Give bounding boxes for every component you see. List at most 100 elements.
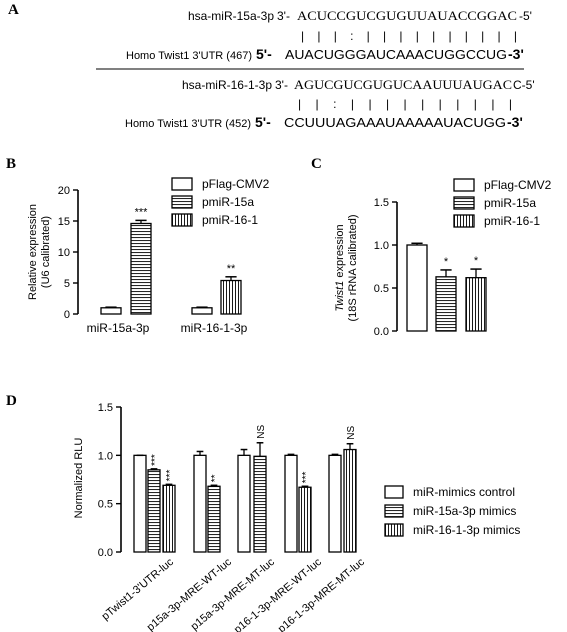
panel-d-bar xyxy=(298,486,312,553)
panel-c-y-tick-label: 1.0 xyxy=(374,240,389,252)
panel-b-y-tick-label: 20 xyxy=(58,185,70,197)
panel-d-legend-label: miR-mimics control xyxy=(413,485,515,499)
panel-b-ylabel-line1: Relative expression xyxy=(27,204,39,300)
panel-b-bar xyxy=(100,307,122,315)
panel-b-ylabel: Relative expression (U6 calibrated) xyxy=(27,204,52,300)
pair1-match-line: | | | : | | | | | | | | | | xyxy=(301,29,517,43)
panel-d-significance: *** xyxy=(150,454,161,466)
panel-a: A hsa-miR-15a-3p 3'- ACUCCGUCGUGUUAUACCG… xyxy=(8,2,535,130)
panel-d-bar xyxy=(328,454,342,553)
panel-d-x-label: p15a-3p-MRE-MT-luc xyxy=(189,556,278,632)
panel-d-significance: *** xyxy=(165,470,176,482)
panel-d-bar xyxy=(343,448,357,553)
panel-d-ylabel: Normalized RLU xyxy=(73,438,85,519)
panel-d-legend-swatch xyxy=(384,504,404,518)
panel-c-significance: * xyxy=(474,255,479,267)
panel-c-y-tick-label: 1.5 xyxy=(374,197,389,209)
panel-c-legend-swatch xyxy=(453,178,475,192)
panel-c-ylabel-line2: (18S rRNA calibrated) xyxy=(347,215,359,322)
panel-b-significance: *** xyxy=(135,206,149,218)
panel-d-significance: *** xyxy=(301,471,312,483)
pair2-mirna-seq: AGUCGUCGUGUCAAUUUAUGAC xyxy=(294,77,512,92)
panel-a-label: A xyxy=(8,2,19,18)
pair2-match-line: | | : | | | | | | | | | | xyxy=(298,97,512,111)
panel-d-bar xyxy=(237,454,251,553)
pair1-mirna-name: hsa-miR-15a-3p xyxy=(188,9,274,23)
panel-b-label: B xyxy=(6,156,16,172)
panel-b-legend-label: pmiR-15a xyxy=(202,195,254,209)
panel-c-ylabel-line1: Twist1 expression xyxy=(334,224,346,311)
pair1-utr-name: Homo Twist1 3'UTR (467) xyxy=(126,50,252,62)
panel-b-y-tick-label: 0 xyxy=(64,309,70,321)
panel-d-bar xyxy=(193,454,207,553)
pair1-mirna-suffix: -5' xyxy=(519,9,532,23)
panel-c-legend-swatch xyxy=(453,196,475,210)
pair2-utr-seq: CCUUUAGAAAUAAAAAUACUGG xyxy=(284,115,506,130)
panel-c-ylabel-rest: expression xyxy=(334,224,346,280)
panel-d-y-tick-label: 1.0 xyxy=(98,450,113,462)
panel-c-bar xyxy=(465,277,487,332)
panel-c-bar xyxy=(435,276,457,332)
pair1-utr-suffix: -3' xyxy=(508,46,524,62)
panel-c-label: C xyxy=(311,156,322,172)
panel-b-bar xyxy=(130,222,152,315)
panel-b-chart: 0 5 10 15 20 *** miR-15a-3p ** miR-16-1-3p xyxy=(58,185,248,335)
panel-b-legend-swatch xyxy=(171,213,193,227)
panel-d-x-label: p16-1-3p-MRE-WT-luc xyxy=(232,556,324,632)
panel-d-bar xyxy=(284,454,298,553)
panel-c-y-tick-label: 0.5 xyxy=(374,283,389,295)
panel-d-legend: miR-mimics control miR-15a-3p mimics miR-1… xyxy=(384,485,520,537)
pair2-utr-suffix: -3' xyxy=(507,114,523,130)
panel-b-bar xyxy=(191,307,213,315)
panel-d-bar xyxy=(133,454,147,553)
panel-b-ylabel-line2: (U6 calibrated) xyxy=(40,216,52,288)
panel-b-significance: ** xyxy=(227,263,236,275)
panel-b-x-label: miR-15a-3p xyxy=(87,321,150,335)
panel-b-legend-swatch xyxy=(171,177,193,191)
panel-d-bar xyxy=(147,469,161,553)
panel-c-significance: * xyxy=(444,256,449,268)
panel-d-label: D xyxy=(6,393,17,409)
panel-b-legend-swatch xyxy=(171,195,193,209)
panel-d-legend-label: miR-15a-3p mimics xyxy=(413,504,516,518)
panel-b-legend: pFlag-CMV2 pmiR-15a pmiR-16-1 xyxy=(171,177,270,227)
panel-c-legend: pFlag-CMV2 pmiR-15a pmiR-16-1 xyxy=(453,178,552,228)
panel-b-bar xyxy=(220,279,242,315)
panel-c-legend-label: pmiR-15a xyxy=(484,196,536,210)
panel-b-y-tick-label: 15 xyxy=(58,216,70,228)
panel-b-legend-label: pmiR-16-1 xyxy=(202,213,258,227)
panel-d-significance: NS xyxy=(256,425,267,439)
panel-c-y-tick-label: 0.0 xyxy=(374,326,389,338)
pair2-utr-prefix: 5'- xyxy=(255,114,271,130)
panel-c: C Twist1 expression (18S rRNA calibrated… xyxy=(311,156,552,338)
panel-d-legend-swatch xyxy=(384,485,404,499)
panel-c-ylabel-italic: Twist1 xyxy=(334,281,346,312)
panel-d-significance: NS xyxy=(346,426,357,440)
panel-d-bar xyxy=(162,484,176,553)
panel-c-legend-label: pFlag-CMV2 xyxy=(484,178,552,192)
pair2-utr-name: Homo Twist1 3'UTR (452) xyxy=(125,118,251,130)
pair1-utr-seq: AUACUGGGAUCAAACUGGCCUG xyxy=(285,47,507,62)
panel-d-y-tick-label: 0.5 xyxy=(98,499,113,511)
panel-b-y-tick-label: 5 xyxy=(64,278,70,290)
panel-d-legend-swatch xyxy=(384,523,404,537)
panel-b-legend-label: pFlag-CMV2 xyxy=(202,177,270,191)
panel-d-bar xyxy=(207,485,221,553)
pair1-utr-prefix: 5'- xyxy=(256,46,272,62)
panel-d-chart: 0.00.51.01.5******pTwist1-3'UTR-luc**p15… xyxy=(98,402,368,632)
pair2-mirna-name: hsa-miR-16-1-3p xyxy=(182,78,272,92)
panel-b-x-label: miR-16-1-3p xyxy=(181,321,248,335)
panel-c-bar xyxy=(406,244,428,332)
pair2-mirna-prefix: 3'- xyxy=(275,78,288,92)
panel-d-legend-label: miR-16-1-3p mimics xyxy=(413,523,520,537)
panel-d-significance: ** xyxy=(210,474,221,482)
panel-d-y-tick-label: 1.5 xyxy=(98,402,113,414)
panel-d: D Normalized RLU 0.00.51.01.5******pTwis… xyxy=(6,393,520,632)
panel-c-chart: 0.0 0.5 1.0 1.5 * * xyxy=(374,197,487,338)
pair2-mirna-suffix: C-5' xyxy=(513,78,535,92)
pair1-mirna-seq: ACUCCGUCGUGUUAUACCGGAC xyxy=(297,8,517,23)
panel-b: B Relative expression (U6 calibrated) 0 5… xyxy=(6,156,270,335)
panel-c-legend-swatch xyxy=(453,214,475,228)
panel-d-bar xyxy=(253,455,267,553)
